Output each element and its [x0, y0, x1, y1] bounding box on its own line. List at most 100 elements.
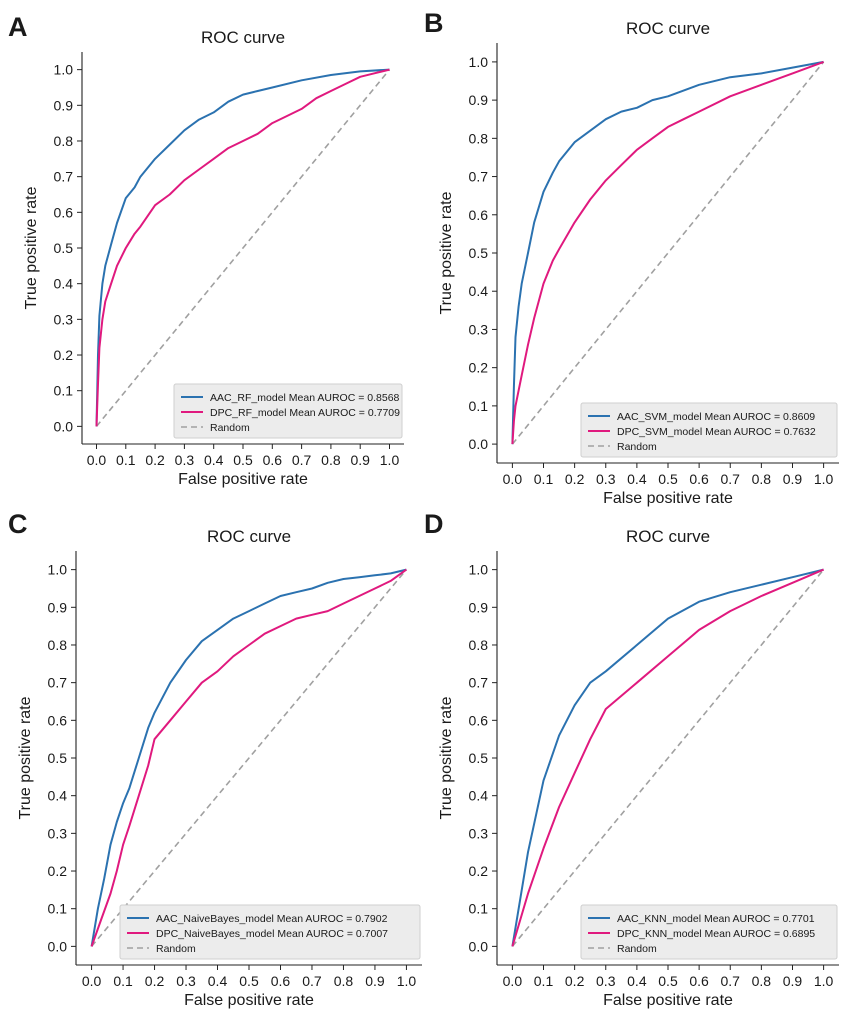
panel-letter: C	[8, 509, 28, 539]
x-tick-label: 0.3	[175, 452, 195, 468]
aac-roc-line	[90, 568, 407, 947]
y-tick-label: 0.6	[469, 207, 489, 223]
y-tick-label: 0.4	[48, 788, 68, 804]
y-tick-label: 0.0	[469, 938, 489, 954]
y-axis-label: True positive rate	[23, 186, 40, 309]
dpc-roc-line	[511, 568, 824, 947]
x-tick-label: 0.8	[334, 973, 354, 989]
x-tick-label: 0.2	[565, 973, 585, 989]
x-tick-label: 1.0	[814, 471, 834, 487]
dpc-roc-line	[90, 568, 407, 947]
legend-label: DPC_KNN_model Mean AUROC = 0.6895	[617, 928, 815, 940]
chart-title: ROC curve	[201, 28, 285, 47]
y-tick-label: 0.2	[469, 360, 489, 376]
y-tick-label: 0.4	[469, 788, 489, 804]
y-tick-label: 0.2	[54, 347, 74, 363]
chart-title: ROC curve	[207, 527, 291, 546]
x-tick-label: 1.0	[397, 973, 417, 989]
random-baseline-line	[511, 61, 825, 445]
y-tick-label: 0.5	[48, 750, 68, 766]
x-tick-label: 0.5	[658, 471, 678, 487]
x-tick-label: 0.1	[534, 973, 554, 989]
chart-title: ROC curve	[626, 19, 710, 38]
y-tick-label: 0.9	[54, 97, 74, 113]
x-tick-label: 0.0	[503, 973, 523, 989]
panel-letter: D	[424, 509, 444, 539]
legend-label: DPC_SVM_model Mean AUROC = 0.7632	[617, 426, 816, 438]
x-tick-label: 0.7	[292, 452, 312, 468]
x-tick-label: 0.4	[627, 973, 647, 989]
y-tick-label: 0.1	[469, 398, 489, 414]
y-tick-label: 0.4	[54, 276, 74, 292]
x-tick-label: 0.3	[596, 973, 616, 989]
y-tick-label: 0.9	[469, 92, 489, 108]
x-tick-label: 0.0	[82, 973, 102, 989]
legend-box	[173, 383, 403, 439]
x-axis-label: False positive rate	[184, 992, 314, 1009]
dpc-roc-line	[95, 68, 390, 427]
y-tick-label: 0.7	[48, 675, 68, 691]
y-tick-label: 0.6	[48, 712, 68, 728]
legend-label: DPC_NaiveBayes_model Mean AUROC = 0.7007	[156, 928, 388, 940]
y-tick-label: 0.8	[54, 133, 74, 149]
roc-panel-a: A ROC curve 0.0 0.1 0.2 0.3 0.4 0.5 0.6 0.7 0.8 0.9…	[8, 12, 404, 488]
y-tick-label: 0.3	[48, 825, 68, 841]
legend-label: AAC_KNN_model Mean AUROC = 0.7701	[617, 913, 815, 925]
aac-roc-line	[511, 568, 824, 947]
y-axis-label: True positive rate	[17, 696, 34, 819]
legend-box	[119, 904, 421, 960]
y-tick-label: 0.4	[469, 283, 489, 299]
x-tick-label: 0.9	[783, 973, 803, 989]
roc-panel-d: D ROC curve 0.0 0.1 0.2 0.3 0.4 0.5 0.6 0.7 0.8 0.9…	[424, 509, 839, 1009]
y-axis-label: True positive rate	[438, 191, 455, 314]
x-tick-label: 0.7	[721, 471, 741, 487]
y-tick-label: 0.5	[54, 240, 74, 256]
y-tick-label: 0.0	[48, 938, 68, 954]
y-tick-label: 1.0	[469, 54, 489, 70]
x-tick-label: 0.1	[113, 973, 133, 989]
legend-label: AAC_NaiveBayes_model Mean AUROC = 0.7902	[156, 913, 388, 925]
y-tick-label: 0.8	[48, 637, 68, 653]
legend-label: Random	[156, 943, 196, 955]
legend-box	[580, 402, 838, 458]
dpc-roc-line	[511, 60, 824, 445]
y-tick-label: 0.3	[469, 825, 489, 841]
legend-label: AAC_SVM_model Mean AUROC = 0.8609	[617, 411, 815, 423]
y-tick-label: 0.1	[54, 383, 74, 399]
y-tick-label: 0.7	[469, 675, 489, 691]
y-axis-label: True positive rate	[438, 696, 455, 819]
roc-panel-c: C ROC curve 0.0 0.1 0.2 0.3 0.4 0.5 0.6 0.7 0.8 0.9…	[8, 509, 422, 1009]
chart-title: ROC curve	[626, 527, 710, 546]
panel-letter: B	[424, 8, 444, 38]
y-tick-label: 0.1	[469, 901, 489, 917]
y-tick-label: 0.5	[469, 245, 489, 261]
y-tick-label: 0.7	[469, 169, 489, 185]
x-tick-label: 0.2	[145, 452, 165, 468]
roc-panel-b: B ROC curve 0.0 0.1 0.2 0.3 0.4 0.5 0.6 0.7 0.8 0.9…	[424, 8, 839, 507]
x-tick-label: 0.1	[116, 452, 136, 468]
x-tick-label: 0.6	[689, 973, 709, 989]
random-baseline-line	[95, 69, 391, 427]
x-tick-label: 0.9	[365, 973, 385, 989]
x-tick-label: 1.0	[380, 452, 400, 468]
y-tick-label: 0.6	[54, 204, 74, 220]
x-tick-label: 0.3	[176, 973, 196, 989]
y-tick-label: 0.5	[469, 750, 489, 766]
x-tick-label: 0.4	[627, 471, 647, 487]
y-tick-label: 0.3	[54, 311, 74, 327]
x-tick-label: 0.2	[145, 973, 165, 989]
x-tick-label: 0.2	[565, 471, 585, 487]
x-axis-label: False positive rate	[603, 992, 733, 1009]
y-tick-label: 0.9	[469, 599, 489, 615]
x-tick-label: 0.6	[271, 973, 291, 989]
x-tick-label: 0.6	[689, 471, 709, 487]
y-tick-label: 0.2	[48, 863, 68, 879]
x-tick-label: 0.5	[233, 452, 253, 468]
legend-label: Random	[210, 422, 250, 434]
y-tick-label: 0.9	[48, 599, 68, 615]
aac-roc-line	[511, 60, 824, 445]
x-tick-label: 0.3	[596, 471, 616, 487]
x-tick-label: 0.8	[752, 973, 772, 989]
y-tick-label: 1.0	[54, 62, 74, 78]
